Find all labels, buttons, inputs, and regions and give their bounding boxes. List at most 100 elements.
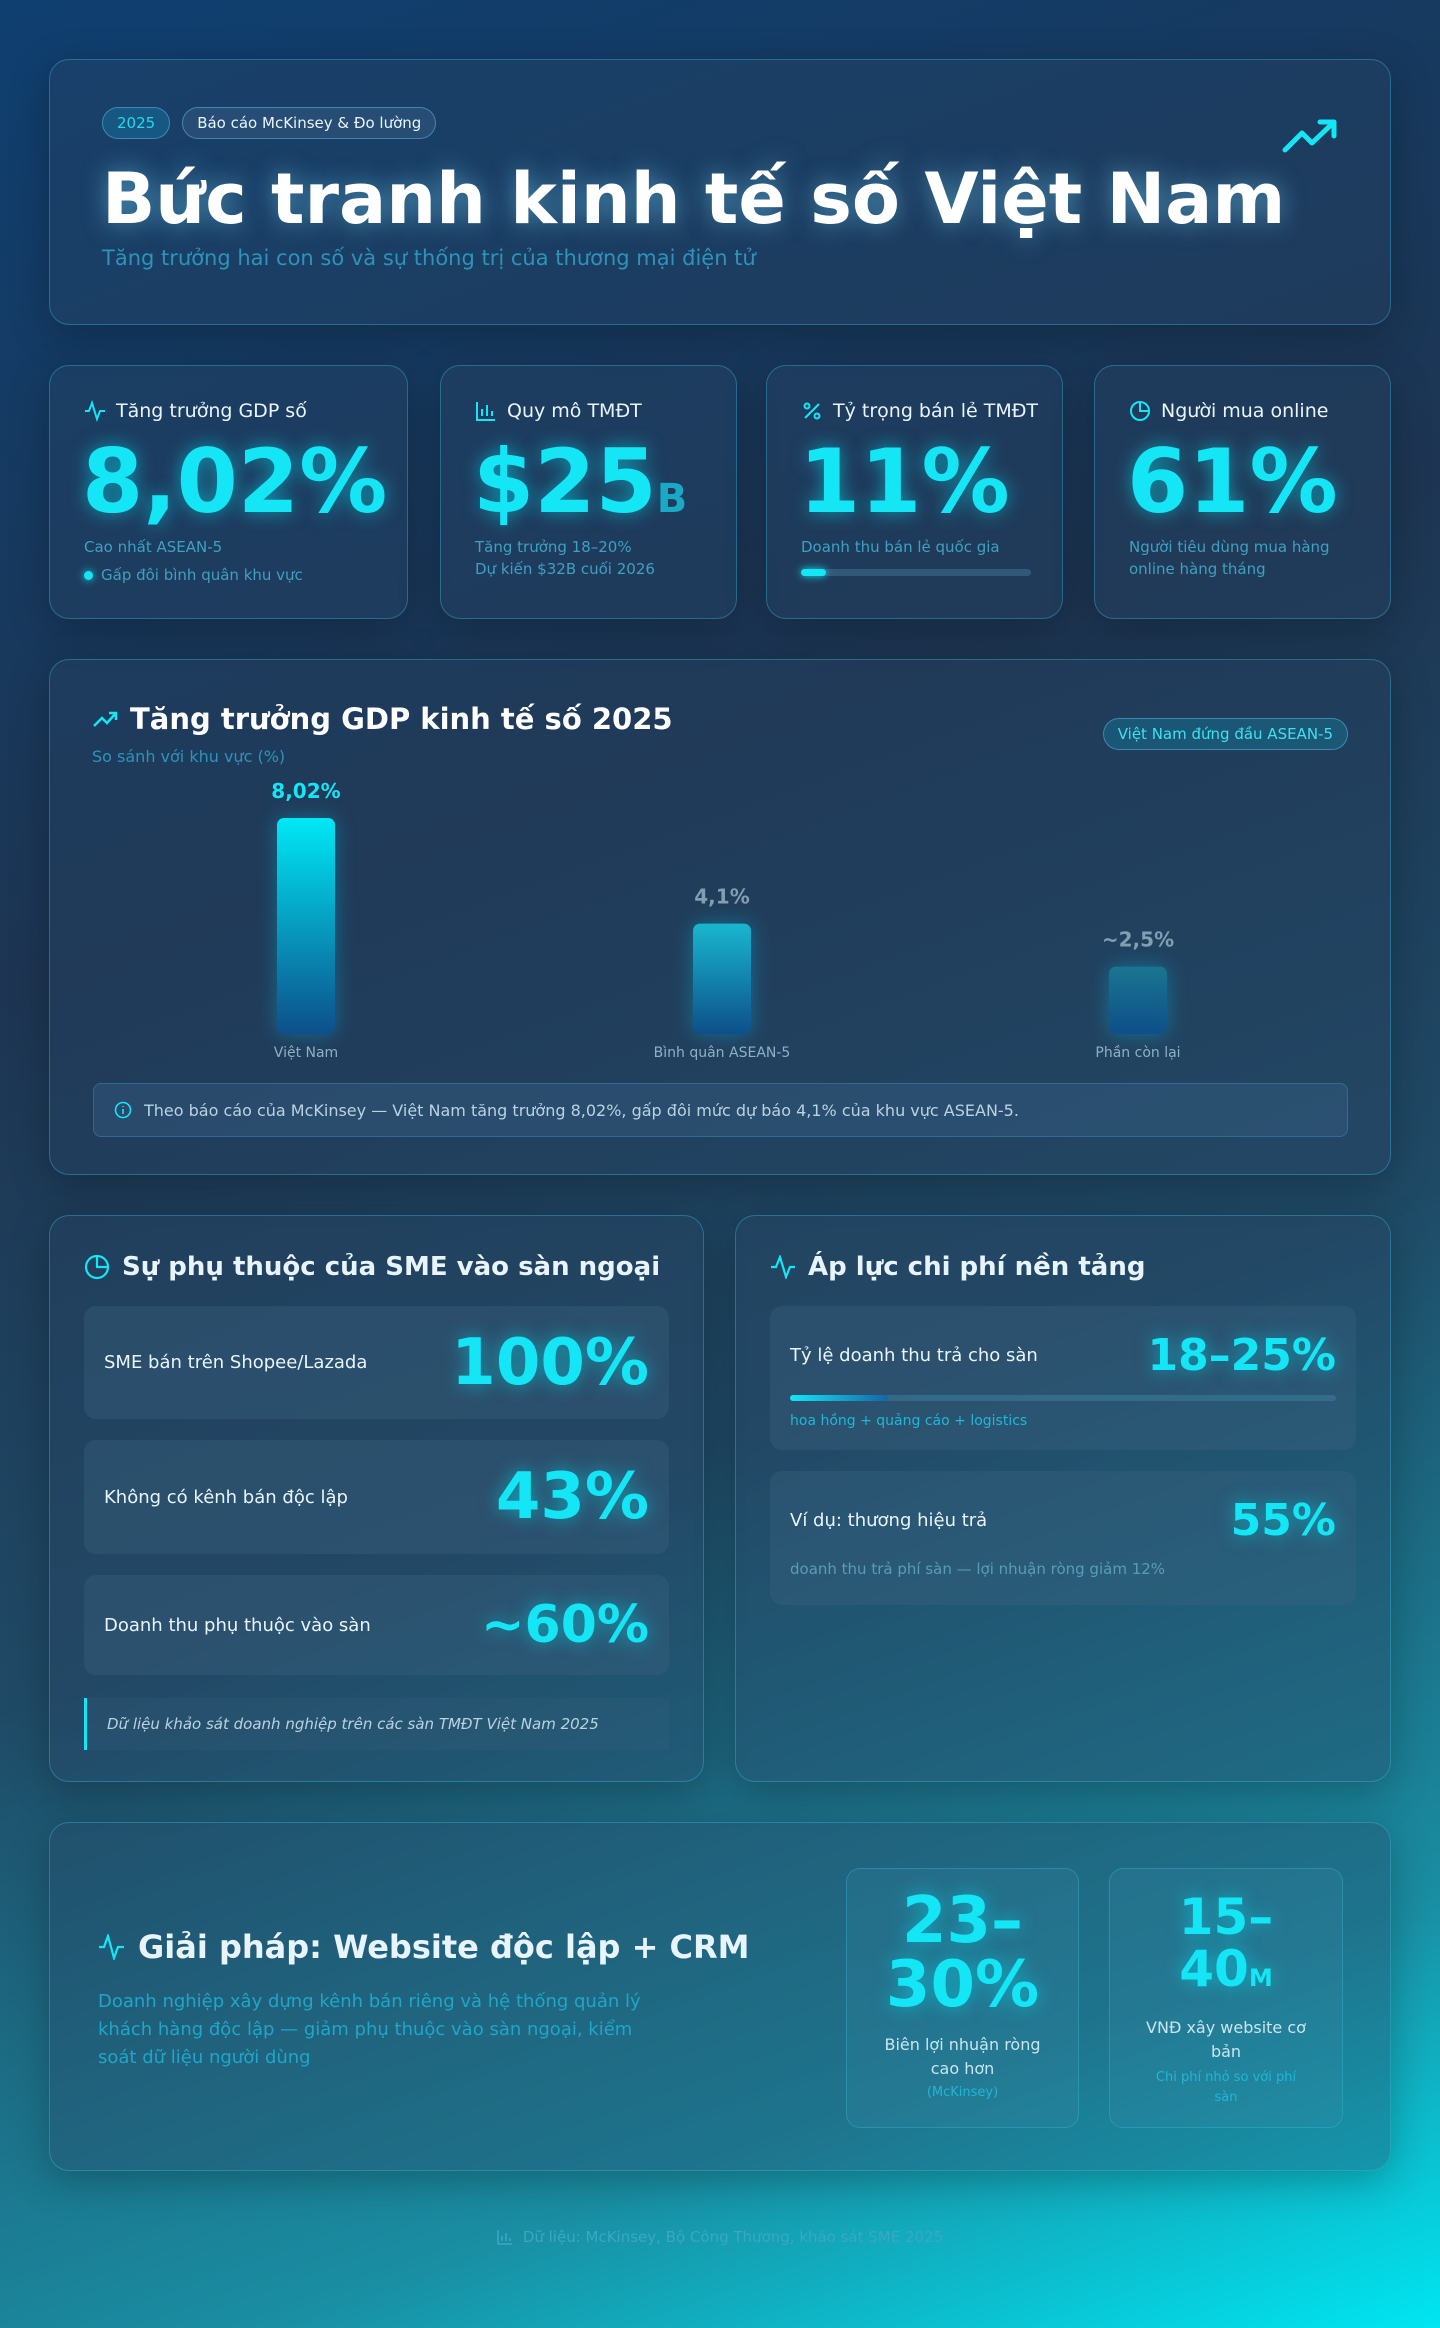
badge: 2025 xyxy=(102,107,171,139)
icon xyxy=(93,711,118,727)
bar xyxy=(1109,966,1167,1034)
cost-heading: Áp lực chi phí nền tảng xyxy=(770,1252,1145,1282)
item-note: hoa hồng + quảng cáo + logistics xyxy=(790,1413,1028,1429)
cost-title: Áp lực chi phí nền tảng xyxy=(808,1252,1146,1282)
icon xyxy=(99,1934,124,1960)
chart-heading: Tăng trưởng GDP kinh tế số 2025 xyxy=(92,702,673,736)
kpi-card: Quy mô TMĐT $25B Tăng trưởng 18–20% Dự k… xyxy=(440,365,737,619)
item-value: 18–25% xyxy=(1147,1330,1336,1381)
icon xyxy=(476,402,495,421)
cost-fill xyxy=(790,1395,889,1401)
icon xyxy=(803,402,821,420)
chart-title: Tăng trưởng GDP kinh tế số 2025 xyxy=(130,702,673,736)
page-title: Bức tranh kinh tế số Việt Nam xyxy=(102,158,1286,240)
kpi-label: Tăng trưởng GDP số xyxy=(116,400,307,422)
footer: Dữ liệu: McKinsey, Bộ Công Thương, khảo … xyxy=(0,2228,1440,2246)
kpi-card: Tăng trưởng GDP số 8,02% Cao nhất ASEAN-… xyxy=(49,365,408,619)
value-label: ~2,5% xyxy=(1102,928,1174,952)
item-label: Ví dụ: thương hiệu trả xyxy=(790,1510,988,1531)
sme-row: SME bán trên Shopee/Lazada 100% xyxy=(84,1306,669,1419)
kpi-label: Quy mô TMĐT xyxy=(507,400,642,422)
footer-text: Dữ liệu: McKinsey, Bộ Công Thương, khảo … xyxy=(522,2228,944,2246)
kpi-value: 61% xyxy=(1127,430,1338,533)
icon xyxy=(84,1254,110,1280)
solution-text: Doanh nghiệp xây dựng kênh bán riêng và … xyxy=(98,1991,641,2068)
kpi-unit: B xyxy=(656,476,688,522)
stat-label: VNĐ xây website cơ bản xyxy=(1146,2018,1306,2061)
row-label: SME bán trên Shopee/Lazada xyxy=(104,1352,368,1373)
header-card: 2025 Báo cáo McKinsey & Đo lường Bức tra… xyxy=(49,59,1391,325)
stat-note: Chi phí nhỏ so với phí sàn xyxy=(1155,2070,1297,2105)
chart-card: Tăng trưởng GDP kinh tế số 2025 So sánh … xyxy=(49,659,1391,1175)
kpi-value: 8,02% xyxy=(82,430,388,533)
sme-card: Sự phụ thuộc của SME vào sàn ngoại SME b… xyxy=(49,1215,704,1782)
stat-value: 23–30% xyxy=(885,1884,1040,2022)
row-value: ~60% xyxy=(480,1595,649,1655)
page-subtitle: Tăng trưởng hai con số và sự thống trị c… xyxy=(102,246,756,270)
item-head: Ví dụ: thương hiệu trả 55% xyxy=(790,1495,1336,1546)
stat-label: Biên lợi nhuận ròng cao hơn xyxy=(884,2035,1041,2078)
bar xyxy=(277,818,335,1034)
row-label: Doanh thu phụ thuộc vào sàn xyxy=(104,1614,371,1636)
kpi-label-wrap: Quy mô TMĐT xyxy=(475,400,642,422)
kpi-label-wrap: Tỷ trọng bán lẻ TMĐT xyxy=(801,400,1038,422)
trend-icon xyxy=(1282,119,1337,153)
chart-badge: Việt Nam đứng đầu ASEAN-5 xyxy=(1102,718,1348,750)
kpi-note: Gấp đôi bình quân khu vực xyxy=(101,566,303,584)
icon xyxy=(497,2230,512,2245)
row-label: Không có kênh bán độc lập xyxy=(104,1486,348,1508)
stat-unit: M xyxy=(1248,1964,1273,1992)
kpi-note: Tăng trưởng 18–20% xyxy=(475,538,632,556)
icon xyxy=(114,1101,132,1119)
value-label: 8,02% xyxy=(271,779,340,803)
value-label: 4,1% xyxy=(694,885,749,909)
kpi-label: Tỷ trọng bán lẻ TMĐT xyxy=(833,400,1039,422)
stat-box: 23–30% Biên lợi nhuận ròng cao hơn (McKi… xyxy=(846,1868,1079,2128)
item-label: Tỷ lệ doanh thu trả cho sàn xyxy=(790,1345,1038,1366)
kpi-note: Doanh thu bán lẻ quốc gia xyxy=(801,538,1000,556)
chart: 8,02% Việt Nam 4,1% Bình quân ASEAN-5 ~2,5% P… xyxy=(271,779,1180,1061)
solution-heading: Giải pháp: Website độc lập + CRM xyxy=(98,1928,750,1966)
sme-row: Doanh thu phụ thuộc vào sàn ~60% xyxy=(84,1575,669,1675)
kpi-label: Người mua online xyxy=(1161,400,1329,422)
x-tick-label: Bình quân ASEAN-5 xyxy=(654,1045,791,1061)
sme-heading: Sự phụ thuộc của SME vào sàn ngoại xyxy=(84,1252,660,1282)
x-tick-label: Phần còn lại xyxy=(1095,1045,1180,1061)
bar xyxy=(693,923,751,1034)
icon xyxy=(1130,401,1150,421)
kpi-value-wrap: $25B xyxy=(473,438,687,526)
badge: Báo cáo McKinsey & Đo lường xyxy=(182,107,437,139)
item-note: doanh thu trả phí sàn — lợi nhuận ròng g… xyxy=(790,1560,1166,1578)
item-value: 55% xyxy=(1230,1495,1336,1546)
sme-row: Không có kênh bán độc lập 43% xyxy=(84,1440,669,1554)
sme-title: Sự phụ thuộc của SME vào sàn ngoại xyxy=(122,1252,661,1282)
badges: 2025 Báo cáo McKinsey & Đo lường xyxy=(102,107,437,139)
cost-track xyxy=(790,1395,1336,1401)
x-tick-label: Việt Nam xyxy=(274,1045,338,1061)
dot xyxy=(84,570,93,580)
kpi-note: Cao nhất ASEAN-5 xyxy=(84,538,223,556)
stat-note: (McKinsey) xyxy=(926,2085,999,2100)
progress-fill xyxy=(801,569,827,576)
solution-title: Giải pháp: Website độc lập + CRM xyxy=(138,1928,750,1966)
kpi-card: Tỷ trọng bán lẻ TMĐT 11% Doanh thu bán l… xyxy=(766,365,1063,619)
chart-note: Theo báo cáo của McKinsey — Việt Nam tăn… xyxy=(93,1083,1348,1137)
kpi-value: 11% xyxy=(799,430,1010,533)
note-text: Theo báo cáo của McKinsey — Việt Nam tăn… xyxy=(144,1100,1019,1120)
stat-box: 15–40M VNĐ xây website cơ bản Chi phí nh… xyxy=(1109,1868,1343,2128)
item-head: Tỷ lệ doanh thu trả cho sàn 18–25% xyxy=(790,1330,1336,1381)
row-value: 100% xyxy=(451,1325,649,1400)
kpi-label-wrap: Người mua online xyxy=(1129,400,1328,422)
kpi-note: Dự kiến $32B cuối 2026 xyxy=(475,560,655,578)
cost-item: Tỷ lệ doanh thu trả cho sàn 18–25% hoa hồ… xyxy=(770,1306,1356,1450)
kpi-label-wrap: Tăng trưởng GDP số xyxy=(84,400,307,422)
stat-value: 15–40 xyxy=(1178,1888,1274,1998)
icon xyxy=(771,1255,795,1279)
cost-card: Áp lực chi phí nền tảng Tỷ lệ doanh thu … xyxy=(735,1215,1391,1782)
kpi-card: Người mua online 61% Người tiêu dùng mua… xyxy=(1094,365,1391,619)
sme-note: Dữ liệu khảo sát doanh nghiệp trên các s… xyxy=(84,1698,669,1750)
stat-value-wrap: 15–40M xyxy=(1110,1891,1342,2004)
kpi-value: $25 xyxy=(473,430,657,533)
